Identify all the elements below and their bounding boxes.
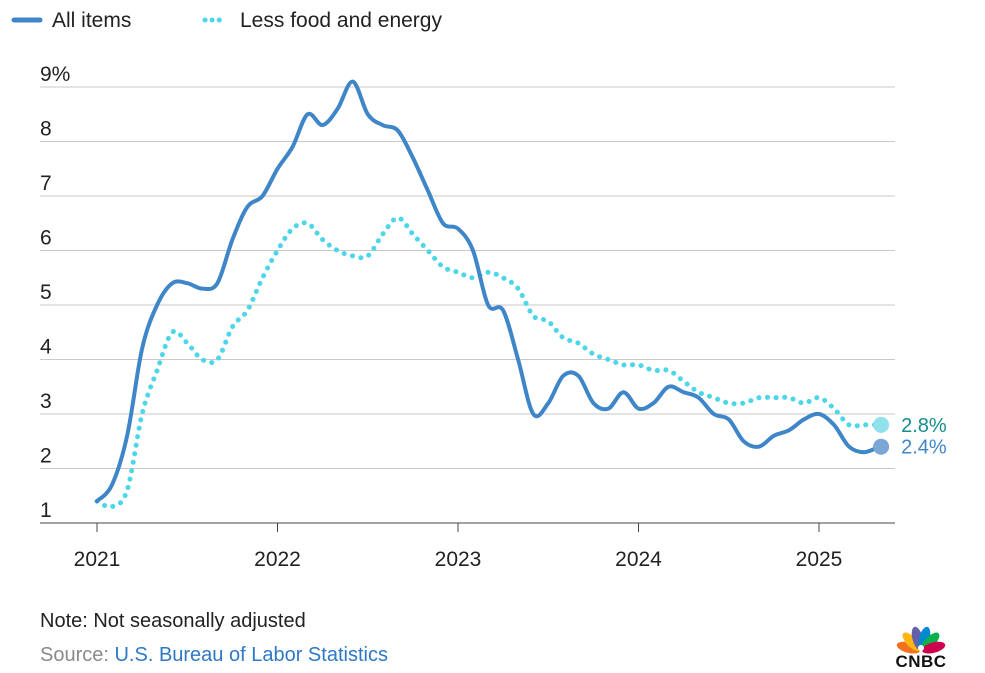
y-tick-label: 5 xyxy=(40,281,52,304)
source-line: Source: U.S. Bureau of Labor Statistics xyxy=(40,644,388,667)
source-prefix: Source: xyxy=(40,644,115,666)
peacock-body xyxy=(918,645,924,651)
gridlines xyxy=(40,86,895,469)
y-tick-label: 2 xyxy=(40,445,52,468)
y-tick-label: 8 xyxy=(40,118,52,141)
note-text: Note: Not seasonally adjusted xyxy=(40,610,306,632)
end-value-label: 2.8% xyxy=(901,415,947,437)
end-value-label: 2.4% xyxy=(901,437,947,459)
y-tick-label: 9% xyxy=(40,63,70,86)
peacock-icon xyxy=(896,626,946,654)
y-axis-ticks: 9% 8 7 6 5 4 3 2 1 xyxy=(40,63,70,522)
cnbc-wordmark: CNBC xyxy=(895,652,947,671)
y-tick-label: 4 xyxy=(40,336,52,359)
peacock-feather xyxy=(921,641,946,654)
end-point-marker xyxy=(873,438,890,455)
x-tick-label: 2024 xyxy=(615,548,662,571)
end-point-marker xyxy=(873,416,890,433)
x-axis: 2021 2022 2023 2024 2025 xyxy=(40,522,895,571)
series-line-all-items xyxy=(95,79,882,504)
x-tick-label: 2022 xyxy=(254,548,301,571)
end-labels: 2.8%2.4% xyxy=(873,415,947,459)
cpi-chart: All items Less food and energy 9% 8 7 6 5 4 3 2 1… xyxy=(11,9,947,571)
series-lines xyxy=(94,79,882,510)
y-tick-label: 1 xyxy=(40,499,52,522)
source-link[interactable]: U.S. Bureau of Labor Statistics xyxy=(114,644,388,666)
x-tick-label: 2025 xyxy=(796,548,843,571)
legend: All items Less food and energy xyxy=(11,9,442,32)
x-tick-label: 2023 xyxy=(435,548,482,571)
legend-label: All items xyxy=(52,9,131,32)
series-line-less-food-and-energy xyxy=(94,215,882,510)
y-tick-label: 7 xyxy=(40,172,52,195)
legend-label: Less food and energy xyxy=(240,9,442,32)
y-tick-label: 3 xyxy=(40,390,52,413)
x-tick-label: 2021 xyxy=(74,548,121,571)
cnbc-logo: CNBC xyxy=(893,624,949,672)
y-tick-label: 6 xyxy=(40,227,52,250)
